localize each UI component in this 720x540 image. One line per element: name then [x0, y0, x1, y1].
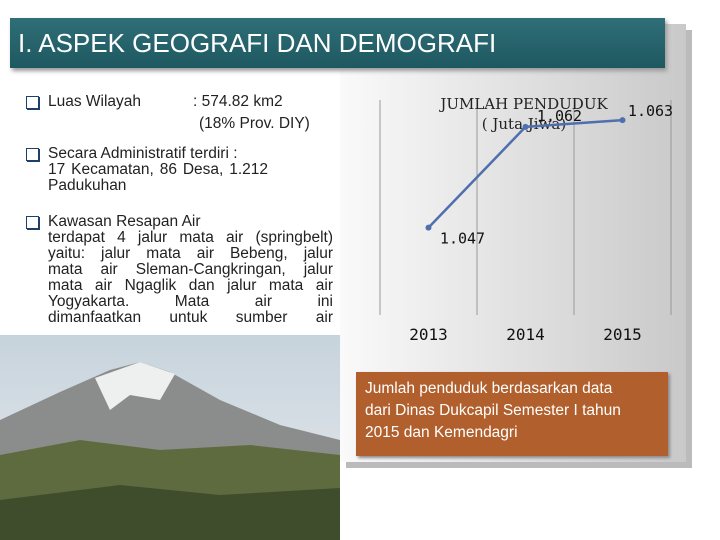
bullet-line: Padukuhan [48, 177, 127, 194]
data-point [522, 123, 529, 130]
x-tick-label: 2013 [409, 325, 448, 344]
chart-title: JUMLAH PENDUDUK [438, 95, 608, 113]
slide-title: I. ASPEK GEOGRAFI DAN DEMOGRAFI [10, 18, 665, 68]
data-label: 1.063 [628, 102, 673, 120]
bullet-box [26, 148, 39, 161]
bullet-line: mata air Sleman-Cangkringan, jalur [48, 261, 333, 278]
bullet-label: Luas Wilayah [48, 93, 142, 110]
photo [0, 335, 340, 540]
photo-foreground [0, 485, 340, 540]
bullet-value: : 574.82 km2 [193, 93, 283, 110]
photo-snow [95, 362, 175, 410]
bullet-line: terdapat 4 jalur mata air (springbelt) [48, 229, 333, 246]
x-tick-label: 2015 [603, 325, 642, 344]
bullet-label: Secara Administratif terdiri : [48, 145, 238, 162]
note-line: Jumlah penduduk berdasarkan data [365, 380, 613, 397]
bullet-line: mata air Ngaglik dan jalur mata air [48, 277, 333, 294]
x-tick-label: 2014 [506, 325, 545, 344]
bullet-line: Yogyakarta. Mata air ini [48, 293, 333, 310]
chart-subtitle: ( Juta Jiwa) [482, 115, 566, 133]
note-line: dari Dinas Dukcapil Semester I tahun [365, 402, 621, 419]
bullet-line: yaitu: jalur mata air Bebeng, jalur [48, 245, 333, 262]
bullet-box [26, 216, 39, 229]
bullet-detail: (18% Prov. DIY) [199, 115, 310, 132]
data-label: 1.047 [440, 230, 485, 248]
data-label: 1.062 [537, 107, 582, 125]
bullet-label: Kawasan Resapan Air [48, 213, 201, 230]
note-line: 2015 dan Kemendagri [365, 424, 518, 441]
bullet-line: dimanfaatkan untuk sumber air [48, 309, 333, 326]
note-box: Jumlah penduduk berdasarkan data dari Din… [356, 372, 668, 456]
bullet-box [26, 96, 39, 109]
data-point [425, 224, 432, 231]
plot: JUMLAH PENDUDUK ( Juta Jiwa) 2013 2014 2015 1… [379, 95, 673, 344]
bullet-line: 17 Kecamatan, 86 Desa, 1.212 [48, 161, 268, 178]
data-point [619, 117, 626, 124]
